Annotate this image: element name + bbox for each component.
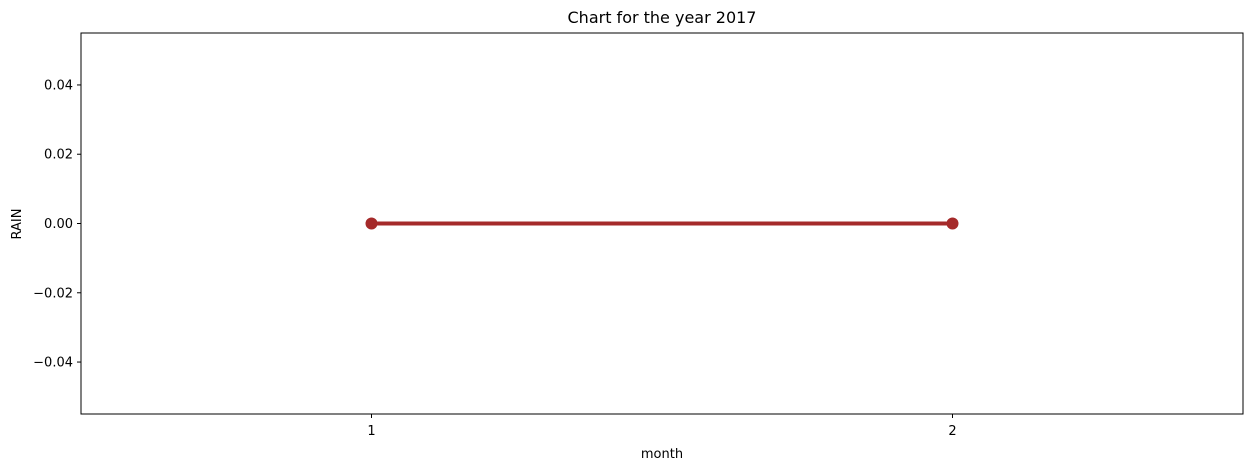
y-tick-label: −0.04 <box>33 356 73 371</box>
x-axis-label: month <box>641 447 683 462</box>
chart-title: Chart for the year 2017 <box>568 8 757 27</box>
series-group <box>365 217 959 230</box>
x-tick-label: 1 <box>367 424 375 439</box>
data-point <box>365 217 378 230</box>
x-tick-label: 2 <box>948 424 956 439</box>
data-point <box>946 217 959 230</box>
y-tick-label: −0.02 <box>33 286 73 301</box>
y-axis: −0.04 −0.02 0.00 0.02 0.04 <box>33 78 81 371</box>
y-tick-label: 0.02 <box>44 148 73 163</box>
y-tick-label: 0.00 <box>44 217 73 232</box>
y-axis-label: RAIN <box>10 209 25 240</box>
y-tick-label: 0.04 <box>44 78 73 93</box>
